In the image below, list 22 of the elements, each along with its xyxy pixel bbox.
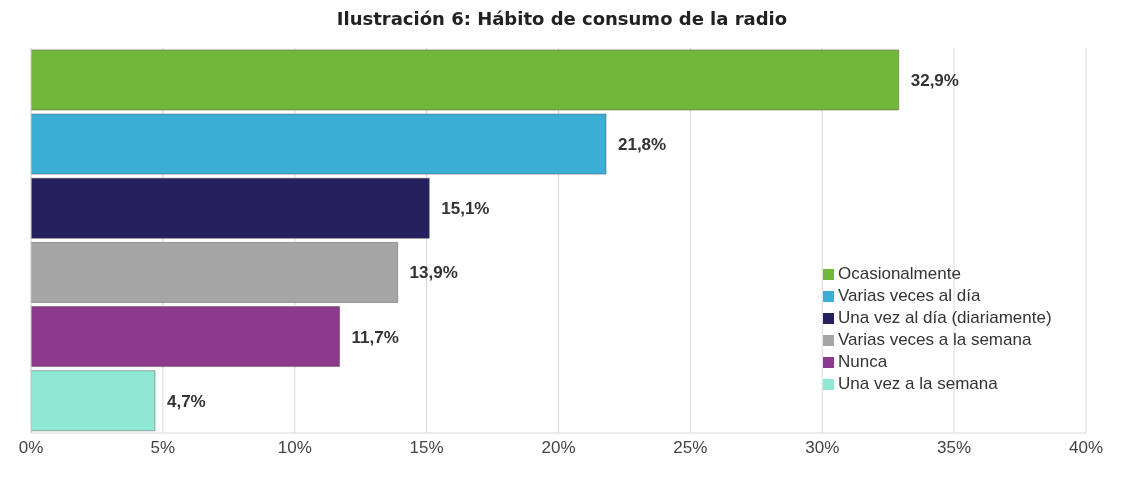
x-tick-label: 25%: [673, 438, 708, 458]
x-tick-label: 40%: [1068, 438, 1104, 458]
legend-label: Una vez a la semana: [838, 374, 998, 393]
x-tick-label: 0%: [18, 438, 44, 458]
legend-label: Nunca: [838, 352, 888, 371]
legend-label: Ocasionalmente: [838, 264, 961, 283]
x-tick-label: 10%: [277, 438, 312, 458]
data-label: 11,7%: [351, 327, 399, 347]
legend-label: Varias veces a la semana: [838, 330, 1032, 349]
x-tick-label: 35%: [937, 438, 972, 458]
data-label: 4,7%: [166, 391, 206, 411]
x-tick-label: 20%: [541, 438, 576, 458]
data-label: 15,1%: [441, 199, 490, 219]
data-label: 13,9%: [409, 263, 458, 283]
x-tick-label: 15%: [409, 438, 444, 458]
data-label: 32,9%: [910, 70, 959, 90]
data-label: 21,8%: [617, 135, 667, 155]
legend-label: Una vez al día (diariamente): [838, 308, 1052, 327]
chart-title: Ilustración 6: Hábito de consumo de la radio: [335, 8, 789, 29]
x-tick-label: 5%: [150, 438, 176, 458]
legend-label: Varias veces al día: [838, 286, 981, 305]
x-tick-label: 30%: [805, 438, 840, 458]
